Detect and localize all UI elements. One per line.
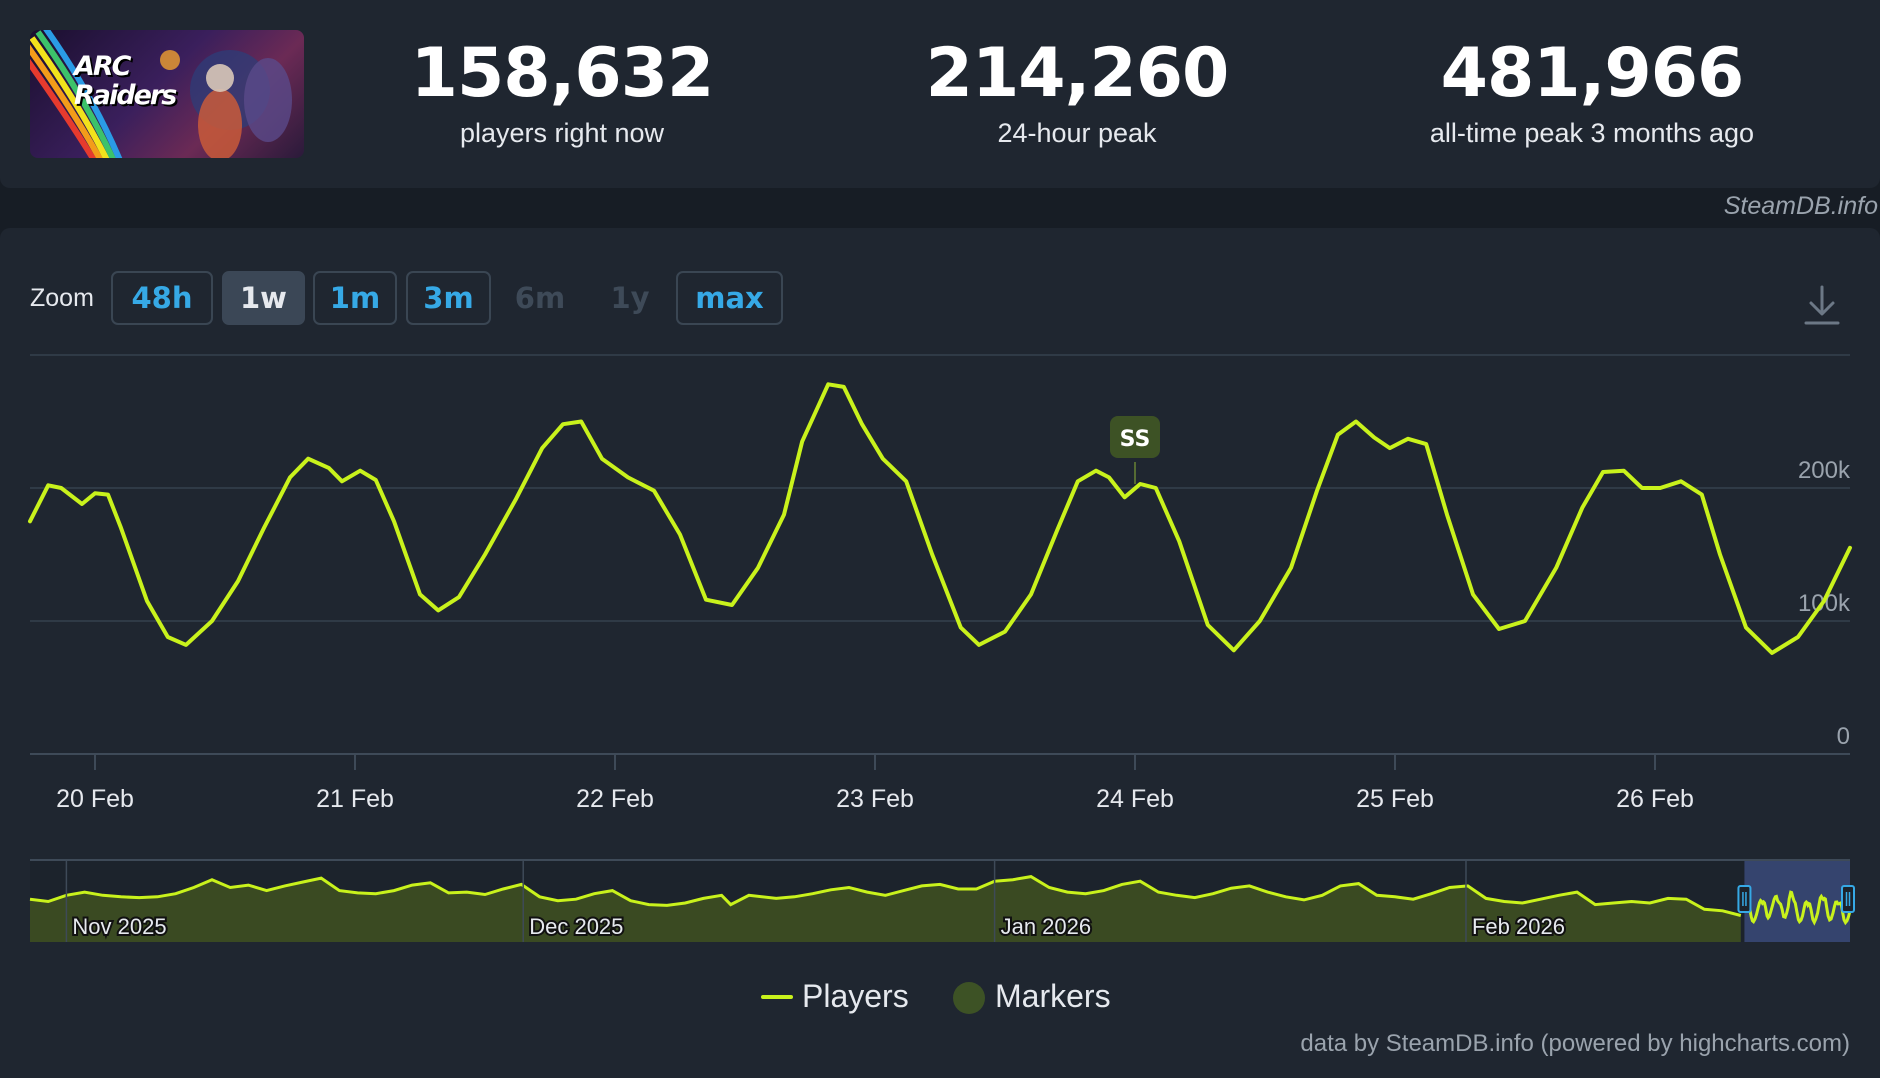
- navigator-label-shadow: Nov 2025: [72, 914, 166, 939]
- zoom-1m-button[interactable]: 1m: [313, 271, 397, 325]
- logo-text-line1: ARC: [74, 51, 132, 82]
- legend-players[interactable]: Players: [802, 978, 909, 1014]
- rainbow-stripes-icon: [30, 30, 292, 158]
- x-tick-label: 20 Feb: [56, 785, 134, 813]
- navigator-label: Jan 2026: [1001, 914, 1092, 939]
- navigator-label: Feb 2026: [1472, 914, 1565, 939]
- zoom-48h-button[interactable]: 48h: [111, 271, 213, 325]
- markers-dot-swatch: [953, 982, 985, 1014]
- stat-players-now: 158,632 players right now: [342, 34, 782, 150]
- legend-markers[interactable]: Markers: [995, 978, 1111, 1014]
- x-tick-label: 22 Feb: [576, 785, 654, 813]
- stat-value: 481,966: [1440, 34, 1745, 113]
- navigator-label-shadow: Jan 2026: [1001, 914, 1092, 939]
- players-series-line[interactable]: [28, 382, 1852, 655]
- zoom-3m-button[interactable]: 3m: [406, 271, 491, 325]
- navigator-right-handle[interactable]: [1841, 885, 1855, 913]
- chart-legend: Players Markers: [0, 976, 1880, 1016]
- x-tick-label: 25 Feb: [1356, 785, 1434, 813]
- navigator-label: Dec 2025: [529, 914, 623, 939]
- zoom-label: Zoom: [30, 284, 94, 312]
- y-tick-label: 200k: [1798, 457, 1851, 484]
- x-tick-label: 23 Feb: [836, 785, 914, 813]
- players-line-swatch: [761, 995, 793, 999]
- steamdb-watermark: SteamDB.info: [1723, 192, 1878, 220]
- y-tick-label: 0: [1837, 723, 1850, 750]
- zoom-1y-button: 1y: [610, 281, 650, 315]
- navigator-selection-line: [1742, 890, 1852, 926]
- navigator-line: [29, 875, 1742, 917]
- zoom-1w-button[interactable]: 1w: [222, 271, 305, 325]
- download-icon[interactable]: [1802, 283, 1842, 327]
- logo-text-line2: Raiders: [74, 80, 177, 111]
- zoom-6m-button: 6m: [514, 281, 566, 315]
- x-tick-label: 24 Feb: [1096, 785, 1174, 813]
- zoom-max-button[interactable]: max: [676, 271, 783, 325]
- stat-value: 214,260: [925, 34, 1230, 113]
- navigator-label-shadow: Feb 2026: [1472, 914, 1565, 939]
- stat-label: 24-hour peak: [997, 118, 1157, 148]
- marker-flag[interactable]: [1110, 416, 1160, 459]
- stat-label: all-time peak 3 months ago: [1429, 118, 1755, 148]
- navigator-label-shadow: Dec 2025: [529, 914, 623, 939]
- navigator-left-handle[interactable]: [1737, 885, 1752, 913]
- stat-value: 158,632: [410, 34, 715, 113]
- marker-label: SS: [1120, 427, 1151, 452]
- data-credit[interactable]: data by SteamDB.info (powered by highcha…: [1300, 1030, 1850, 1057]
- stats-header: ARC Raiders 158,632 players right now 21…: [0, 0, 1880, 188]
- game-capsule-image[interactable]: ARC Raiders: [30, 30, 304, 158]
- x-tick-label: 26 Feb: [1616, 785, 1694, 813]
- stat-all-time-peak[interactable]: 481,966 all-time peak 3 months ago: [1372, 34, 1812, 150]
- navigator-label: Nov 2025: [72, 914, 166, 939]
- stat-24h-peak: 214,260 24-hour peak: [857, 34, 1297, 150]
- stat-label: players right now: [459, 118, 665, 148]
- x-tick-label: 21 Feb: [316, 785, 394, 813]
